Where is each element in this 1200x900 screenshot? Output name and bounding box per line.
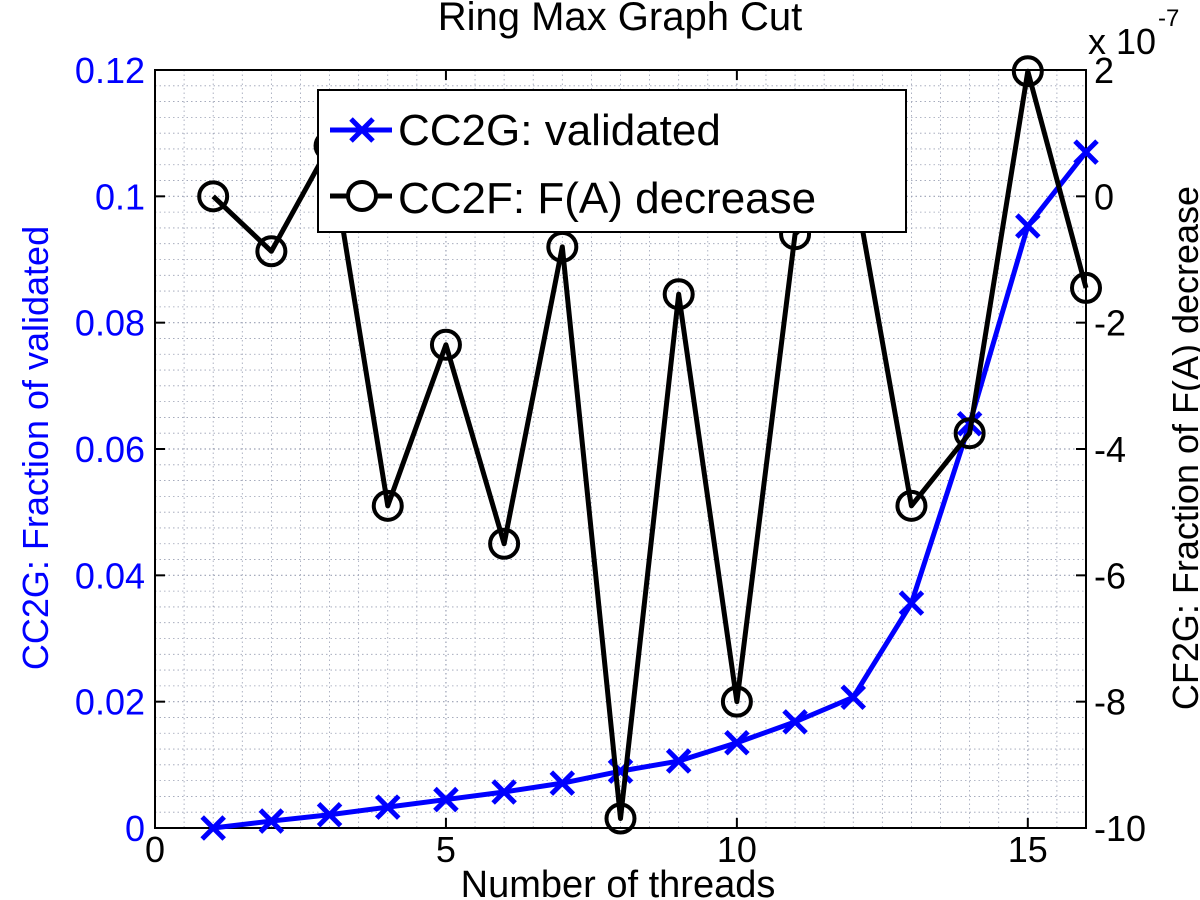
y-tick-label-right: -10: [1094, 808, 1146, 849]
y-tick-label-left: 0.08: [75, 303, 145, 344]
data-point-cc2g: [549, 770, 576, 796]
y-tick-label-left: 0.02: [75, 682, 145, 723]
data-point-cc2g: [200, 815, 226, 841]
chart-title: Ring Max Graph Cut: [438, 0, 803, 39]
data-point-cc2g: [258, 808, 285, 834]
data-point-cc2g: [898, 590, 925, 616]
y-tick-label-right: -2: [1094, 303, 1126, 344]
data-point-cc2f: [197, 180, 230, 213]
data-point-cc2f: [895, 489, 928, 522]
data-point-cc2g: [433, 786, 459, 813]
data-point-cc2g: [316, 801, 343, 828]
x-tick-label: 10: [717, 829, 757, 870]
axis-ticks: 0 5 10 15 0 0.02 0.04 0.06 0.08 0.1 0.12 -10 -8 -6 -4 -…: [75, 50, 1146, 870]
y-axis-label-left: CC2G: Fraction of validated: [15, 226, 56, 670]
data-point-cc2g: [374, 794, 401, 820]
legend: CC2G: validated CC2F: F(A) decrease: [317, 89, 907, 233]
y-tick-label-left: 0.04: [75, 555, 145, 596]
right-axis-exponent: -7: [1158, 5, 1179, 32]
data-point-cc2g: [724, 729, 750, 756]
x-axis-label: Number of threads: [461, 864, 776, 900]
data-point-cc2f: [662, 278, 695, 311]
data-point-cc2g: [665, 748, 692, 774]
y-axis-label-right: CF2G: Fraction of F(A) decrease: [1165, 186, 1200, 710]
y-tick-label-right: -6: [1094, 555, 1126, 596]
y-tick-label-right: -4: [1094, 429, 1126, 470]
legend-marker-cc2g: [349, 117, 375, 143]
series-line-cc2f: [211, 68, 1089, 822]
right-axis-multiplier: x 10: [1088, 21, 1156, 62]
data-point-cc2f: [488, 527, 521, 560]
data-point-cc2f: [371, 489, 404, 522]
legend-label-cc2g: CC2G: validated: [398, 106, 721, 155]
data-point-cc2g: [840, 684, 867, 711]
x-tick-label: 5: [436, 829, 456, 870]
series-line-cc2g: [212, 150, 1088, 831]
data-point-cc2g: [1015, 213, 1041, 239]
legend-label-cc2f: CC2F: F(A) decrease: [398, 174, 816, 223]
y-tick-label-left: 0.12: [75, 50, 145, 91]
legend-box: [317, 89, 907, 233]
data-point-cc2g: [491, 779, 517, 805]
y-tick-label-right: 2: [1094, 50, 1114, 91]
data-point-cc2f: [720, 685, 753, 718]
y-tick-label-left: 0.06: [75, 429, 145, 470]
y-tick-label-left: 0: [125, 808, 145, 849]
data-point-cc2f: [1011, 55, 1044, 88]
legend-marker-cc2f: [346, 180, 378, 212]
data-point-cc2f: [255, 235, 288, 268]
y-tick-label-right: -8: [1094, 682, 1126, 723]
data-point-cc2g: [1073, 139, 1099, 165]
y-tick-label-left: 0.1: [95, 176, 145, 217]
y-tick-label-right: 0: [1094, 176, 1114, 217]
x-tick-label: 15: [1008, 829, 1048, 870]
data-point-cc2f: [953, 417, 986, 450]
data-point-cc2f: [1070, 271, 1102, 304]
data-point-cc2g: [782, 709, 808, 735]
data-point-cc2f: [604, 802, 637, 835]
data-point-cc2f: [429, 328, 462, 361]
x-tick-label: 0: [145, 829, 165, 870]
